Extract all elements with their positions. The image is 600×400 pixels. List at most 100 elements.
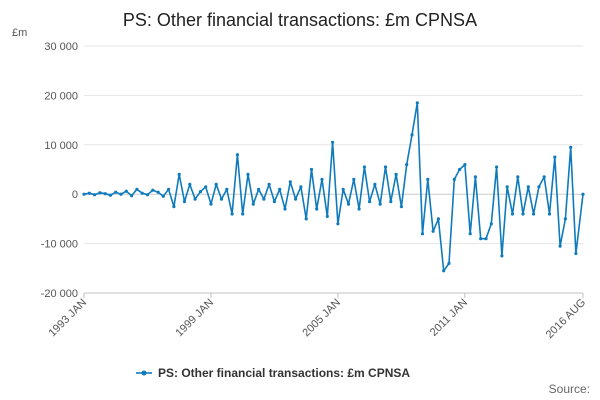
legend-swatch-marker (141, 370, 147, 376)
data-point[interactable] (357, 207, 361, 211)
data-point[interactable] (320, 177, 324, 181)
data-point[interactable] (124, 189, 128, 193)
data-point[interactable] (294, 197, 298, 201)
data-point[interactable] (87, 191, 91, 195)
data-point[interactable] (346, 202, 351, 206)
data-point[interactable] (537, 185, 541, 189)
data-point[interactable] (368, 200, 372, 204)
data-point[interactable] (463, 163, 467, 167)
y-tick-label: -10 000 (41, 239, 78, 251)
data-point[interactable] (581, 192, 585, 196)
data-point[interactable] (553, 155, 557, 159)
data-point[interactable] (130, 194, 134, 198)
data-point[interactable] (426, 177, 430, 181)
data-point[interactable] (521, 212, 525, 216)
data-point[interactable] (251, 202, 255, 206)
data-point[interactable] (283, 207, 287, 211)
data-point[interactable] (431, 229, 435, 233)
data-point[interactable] (484, 237, 488, 241)
data-point[interactable] (267, 182, 271, 186)
data-point[interactable] (458, 167, 462, 172)
data-point[interactable] (479, 237, 483, 241)
data-point[interactable] (383, 165, 388, 169)
data-point[interactable] (114, 190, 118, 194)
data-point[interactable] (103, 192, 107, 196)
data-point[interactable] (489, 222, 493, 226)
data-point[interactable] (219, 197, 224, 201)
chart-title: PS: Other financial transactions: £m CPN… (123, 10, 477, 30)
data-point[interactable] (225, 187, 229, 191)
data-point[interactable] (558, 244, 562, 248)
data-point[interactable] (257, 187, 261, 191)
data-point[interactable] (209, 202, 213, 206)
data-point[interactable] (198, 190, 202, 194)
data-point[interactable] (389, 200, 393, 204)
data-point[interactable] (373, 182, 377, 186)
source-label[interactable]: Source: (549, 382, 590, 396)
data-point[interactable] (230, 212, 234, 216)
data-point[interactable] (235, 153, 239, 157)
data-point[interactable] (135, 187, 139, 191)
data-point[interactable] (288, 180, 292, 184)
data-point[interactable] (447, 261, 451, 265)
data-point[interactable] (98, 191, 102, 195)
data-point[interactable] (420, 232, 425, 236)
data-point[interactable] (468, 232, 472, 236)
data-point[interactable] (405, 163, 409, 167)
data-point[interactable] (378, 202, 382, 206)
data-point[interactable] (341, 187, 345, 191)
data-point[interactable] (82, 192, 86, 196)
data-point[interactable] (167, 187, 171, 191)
data-point[interactable] (563, 217, 568, 221)
data-point[interactable] (204, 185, 208, 189)
data-point[interactable] (156, 190, 160, 194)
data-point[interactable] (574, 251, 578, 256)
data-point[interactable] (299, 185, 303, 189)
data-point[interactable] (410, 133, 414, 137)
data-point[interactable] (394, 172, 398, 176)
data-point[interactable] (246, 172, 250, 176)
data-point[interactable] (182, 200, 187, 204)
data-point[interactable] (336, 222, 340, 226)
data-point[interactable] (495, 165, 499, 169)
data-point[interactable] (415, 101, 419, 105)
data-point[interactable] (241, 212, 245, 216)
data-point[interactable] (331, 140, 335, 144)
data-point[interactable] (304, 217, 308, 221)
data-point[interactable] (547, 212, 552, 216)
data-point[interactable] (452, 177, 456, 181)
data-point[interactable] (516, 175, 520, 179)
data-point[interactable] (505, 185, 509, 189)
data-point[interactable] (399, 205, 403, 209)
data-point[interactable] (272, 200, 276, 204)
data-point[interactable] (93, 193, 97, 197)
data-point[interactable] (214, 182, 218, 186)
data-point[interactable] (352, 177, 356, 181)
data-point[interactable] (172, 205, 176, 209)
data-point[interactable] (510, 212, 515, 216)
data-point[interactable] (569, 145, 573, 149)
data-point[interactable] (436, 217, 440, 221)
data-point[interactable] (177, 172, 181, 176)
data-point[interactable] (108, 193, 112, 197)
data-point[interactable] (442, 269, 446, 273)
data-point[interactable] (532, 212, 536, 216)
data-point[interactable] (151, 188, 155, 192)
data-point[interactable] (362, 165, 366, 169)
data-point[interactable] (140, 191, 144, 195)
data-point[interactable] (526, 185, 530, 189)
data-point[interactable] (278, 187, 282, 191)
data-point[interactable] (542, 175, 546, 179)
data-point[interactable] (119, 192, 123, 196)
legend[interactable]: PS: Other financial transactions: £m CPN… (136, 366, 410, 380)
data-point[interactable] (262, 197, 266, 201)
data-point[interactable] (309, 167, 314, 172)
data-point[interactable] (325, 214, 329, 218)
data-point[interactable] (193, 197, 197, 201)
data-point[interactable] (500, 254, 504, 258)
data-point[interactable] (473, 175, 477, 179)
data-point[interactable] (145, 193, 150, 197)
data-point[interactable] (188, 182, 192, 186)
data-point[interactable] (161, 194, 165, 198)
data-point[interactable] (315, 207, 319, 211)
